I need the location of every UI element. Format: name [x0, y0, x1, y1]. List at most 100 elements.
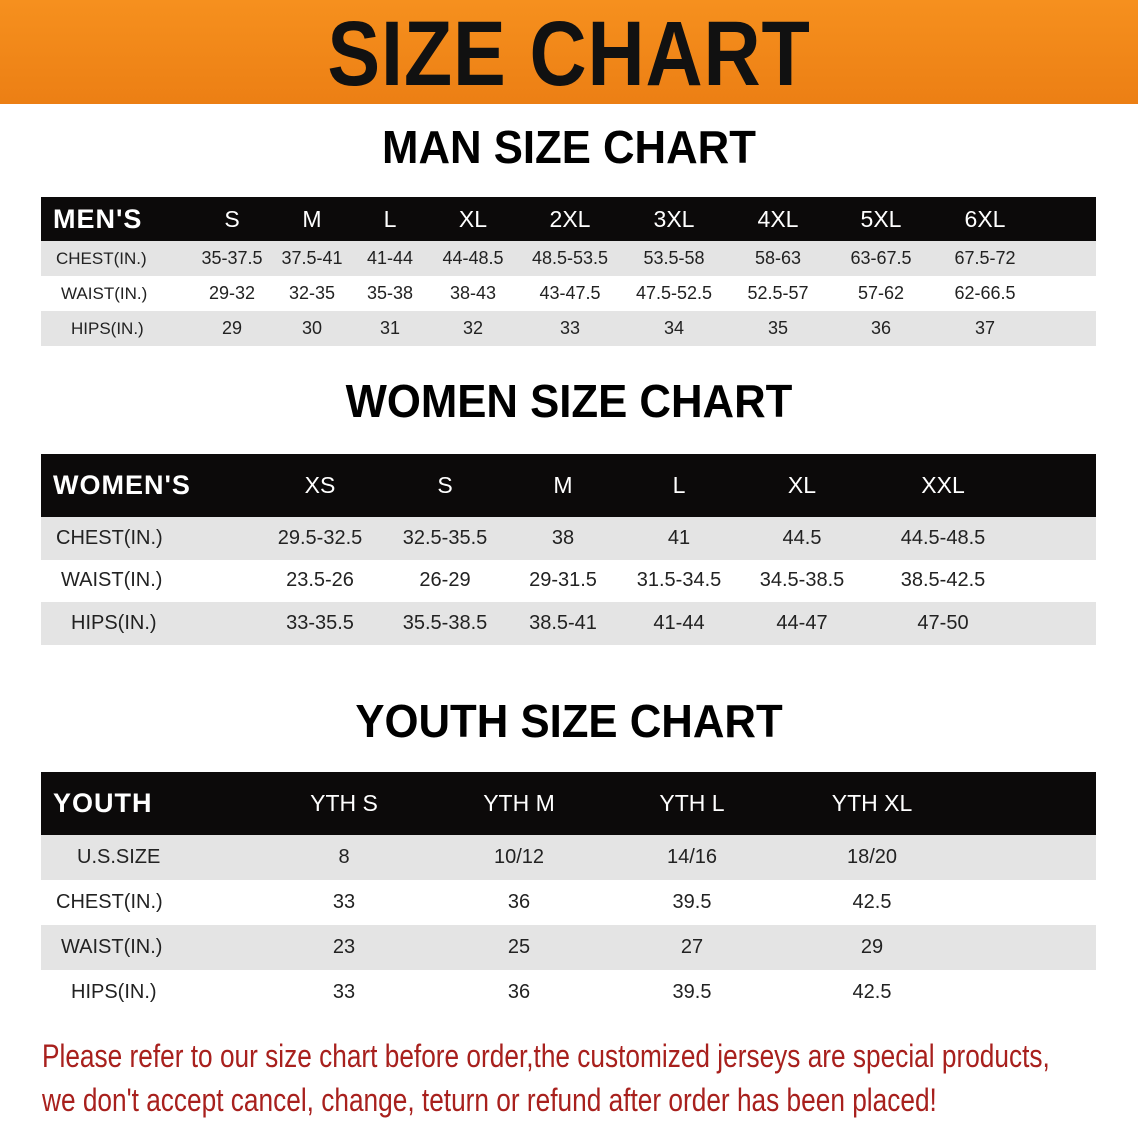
size-header: YTH L: [659, 790, 725, 816]
size-header: YTH M: [483, 790, 555, 816]
table-cell: 42.5: [852, 981, 892, 1003]
table-cell: 23.5-26: [286, 569, 354, 592]
table-cell: 41-44: [653, 611, 705, 634]
table-cell: 29.5-32.5: [277, 526, 363, 549]
row-label: WAIST(IN.): [61, 283, 148, 303]
table-cell: 42.5: [852, 891, 892, 913]
size-header: 4XL: [757, 205, 799, 232]
table-cell: 25: [507, 936, 531, 958]
size-header: 6XL: [964, 205, 1006, 232]
table-cell: 52.5-57: [747, 283, 809, 303]
table-cell: 29-32: [208, 283, 256, 303]
size-header: 5XL: [860, 205, 902, 232]
table-cell: 53.5-58: [643, 248, 705, 268]
table-cell: 26-29: [419, 569, 471, 592]
header-label: YOUTH: [53, 788, 153, 818]
header-label: MEN'S: [53, 203, 143, 234]
row-label: HIPS(IN.): [71, 318, 144, 338]
table-row: WAIST(IN.) 23 25 27 29: [41, 925, 1096, 970]
table-row: HIPS(IN.) 29 30 31 32 33 34 35 36 37: [41, 311, 1096, 346]
table-cell: 35.5-38.5: [402, 611, 488, 634]
table-cell: 39.5: [672, 981, 712, 1003]
table-cell: 41-44: [366, 248, 414, 268]
table-cell: 47.5-52.5: [635, 283, 713, 303]
table-cell: 29-31.5: [529, 569, 597, 592]
table-cell: 57-62: [857, 283, 905, 303]
table-cell: 48.5-53.5: [531, 248, 609, 268]
table-row: U.S.SIZE 8 10/12 14/16 18/20: [41, 835, 1096, 880]
size-header: M: [553, 472, 573, 498]
youth-section-title: YOUTH SIZE CHART: [355, 695, 783, 747]
table-cell: 35-38: [366, 283, 414, 303]
row-label: CHEST(IN.): [56, 248, 147, 268]
table-cell: 44.5: [782, 526, 822, 549]
table-cell: 33: [332, 891, 356, 913]
table-cell: 35: [767, 318, 789, 338]
table-cell: 32: [462, 318, 484, 338]
table-cell: 31.5-34.5: [636, 569, 722, 592]
size-header: 2XL: [549, 205, 591, 232]
table-cell: 36: [507, 891, 531, 913]
size-header: 3XL: [653, 205, 695, 232]
table-row: CHEST(IN.) 33 36 39.5 42.5: [41, 880, 1096, 925]
table-cell: 33: [559, 318, 581, 338]
table-cell: 36: [507, 981, 531, 1003]
size-header: XXL: [921, 472, 965, 498]
size-header: XL: [458, 205, 488, 232]
table-cell: 32.5-35.5: [402, 526, 488, 549]
table-cell: 37: [974, 318, 996, 338]
table-cell: 14/16: [666, 846, 718, 868]
row-label: WAIST(IN.): [61, 569, 163, 592]
table-cell: 62-66.5: [954, 283, 1016, 303]
banner: SIZE CHART: [0, 0, 1138, 105]
table-cell: 18/20: [846, 846, 898, 868]
size-header: S: [437, 472, 453, 498]
table-cell: 43-47.5: [539, 283, 601, 303]
table-cell: 8: [338, 846, 350, 868]
men-header-row: MEN'S S M L XL 2XL 3XL 4XL 5XL 6XL: [41, 197, 1096, 241]
size-header: M: [302, 205, 322, 232]
table-cell: 38.5-41: [529, 611, 597, 634]
women-section-title: WOMEN SIZE CHART: [345, 375, 793, 427]
size-header: YTH S: [310, 790, 378, 816]
table-row: CHEST(IN.) 35-37.5 37.5-41 41-44 44-48.5 48.5…: [41, 241, 1096, 276]
men-section-title: MAN SIZE CHART: [382, 121, 756, 173]
table-cell: 30: [301, 318, 323, 338]
table-cell: 39.5: [672, 891, 712, 913]
table-cell: 36: [870, 318, 892, 338]
table-cell: 31: [379, 318, 401, 338]
table-cell: 44-48.5: [442, 248, 504, 268]
row-label: U.S.SIZE: [77, 846, 161, 868]
size-header: YTH XL: [831, 790, 913, 816]
table-cell: 47-50: [917, 611, 969, 634]
table-cell: 63-67.5: [850, 248, 912, 268]
table-cell: 44.5-48.5: [900, 526, 986, 549]
table-cell: 33-35.5: [286, 611, 354, 634]
table-cell: 29: [221, 318, 243, 338]
row-label: HIPS(IN.): [71, 981, 157, 1003]
table-cell: 38.5-42.5: [900, 569, 986, 592]
size-header: L: [383, 205, 397, 232]
table-cell: 44-47: [776, 611, 828, 634]
notice-line-2: we don't accept cancel, change, teturn o…: [42, 1082, 937, 1118]
row-label: WAIST(IN.): [61, 936, 163, 958]
row-label: CHEST(IN.): [56, 526, 163, 549]
notice-line-1: Please refer to our size chart before or…: [42, 1038, 1050, 1074]
women-header-row: WOMEN'S XS S M L XL XXL: [41, 454, 1096, 517]
table-cell: 10/12: [493, 846, 545, 868]
table-cell: 29: [860, 936, 884, 958]
table-cell: 33: [332, 981, 356, 1003]
size-header: XS: [304, 472, 336, 498]
table-cell: 38: [551, 526, 575, 549]
header-label: WOMEN'S: [53, 470, 191, 500]
table-cell: 67.5-72: [954, 248, 1016, 268]
table-cell: 41: [667, 526, 691, 549]
table-cell: 37.5-41: [281, 248, 343, 268]
size-header: L: [672, 472, 686, 498]
youth-header-row: YOUTH YTH S YTH M YTH L YTH XL: [41, 772, 1096, 835]
row-label: HIPS(IN.): [71, 611, 157, 634]
table-cell: 38-43: [449, 283, 497, 303]
table-row: HIPS(IN.) 33-35.5 35.5-38.5 38.5-41 41-44 44-…: [41, 602, 1096, 645]
size-header: XL: [787, 472, 817, 498]
table-row: WAIST(IN.) 23.5-26 26-29 29-31.5 31.5-34.5 34…: [41, 559, 1096, 602]
